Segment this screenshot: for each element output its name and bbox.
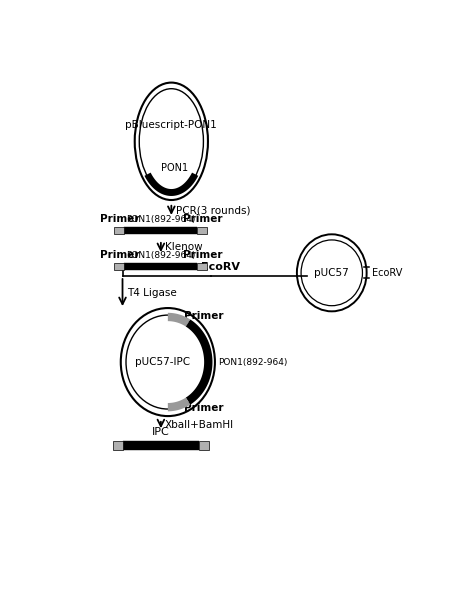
Text: Primer: Primer — [183, 214, 222, 223]
Text: Klenow: Klenow — [165, 242, 202, 253]
Text: Primer: Primer — [184, 311, 223, 321]
Text: Primer: Primer — [99, 249, 139, 260]
Text: PON1: PON1 — [161, 163, 189, 173]
Bar — [124, 263, 198, 270]
Bar — [122, 442, 199, 450]
Text: pUC57: pUC57 — [315, 268, 349, 278]
Bar — [113, 442, 122, 450]
Bar — [198, 227, 207, 234]
Text: PON1(892-964): PON1(892-964) — [126, 251, 196, 260]
Bar — [114, 263, 124, 270]
Text: XbaII+BamHI: XbaII+BamHI — [165, 420, 234, 430]
Text: EcoRV: EcoRV — [201, 262, 240, 272]
Bar — [199, 442, 209, 450]
Text: PCR(3 rounds): PCR(3 rounds) — [176, 206, 250, 215]
Text: Primer: Primer — [99, 214, 139, 223]
Bar — [114, 227, 124, 234]
Text: Primer: Primer — [183, 249, 222, 260]
Text: Primer: Primer — [184, 403, 223, 413]
Text: T4 Ligase: T4 Ligase — [127, 287, 176, 298]
Bar — [198, 263, 207, 270]
Text: pUC57-IPC: pUC57-IPC — [135, 357, 190, 367]
Text: PON1(892-964): PON1(892-964) — [218, 357, 287, 367]
Text: IPC: IPC — [152, 427, 170, 437]
Text: EcoRV: EcoRV — [372, 268, 402, 278]
Text: PON1(892-964): PON1(892-964) — [126, 215, 196, 223]
Bar — [124, 227, 198, 234]
Text: pBluescript-PON1: pBluescript-PON1 — [126, 120, 217, 130]
